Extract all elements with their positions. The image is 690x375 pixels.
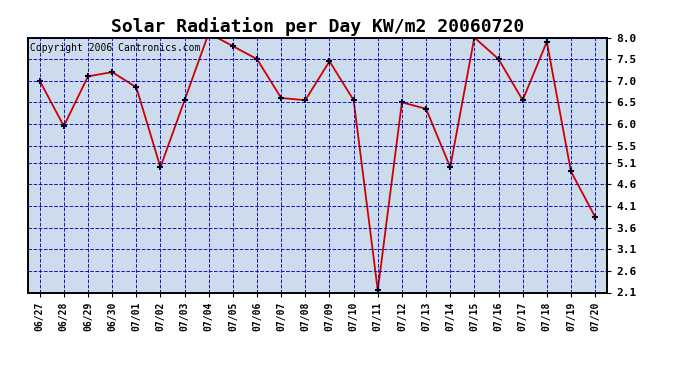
Title: Solar Radiation per Day KW/m2 20060720: Solar Radiation per Day KW/m2 20060720 [111,17,524,36]
Text: Copyright 2006 Cantronics.com: Copyright 2006 Cantronics.com [30,43,201,52]
